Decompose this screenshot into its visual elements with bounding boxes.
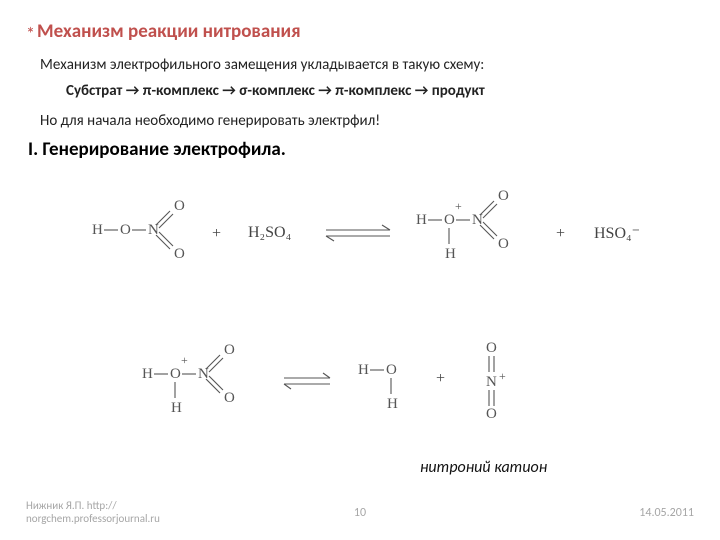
svg-text:N: N xyxy=(486,374,497,390)
hso4-minus-text: HSO₄⁻ xyxy=(594,223,640,243)
svg-text:O: O xyxy=(386,362,397,378)
paragraph-scheme: Субстрат → π-комплекс → σ-комплекс → π-к… xyxy=(66,82,485,100)
nitronium-label: нитроний катион xyxy=(420,458,547,477)
plus-sign-3: + xyxy=(436,370,445,388)
footer-page-number: 10 xyxy=(0,506,720,520)
heading-generation: I. Генерирование электрофила. xyxy=(28,138,286,161)
svg-text:O: O xyxy=(444,212,455,228)
svg-text:O: O xyxy=(120,222,131,238)
paragraph-scheme-intro: Механизм электрофильного замещения уклад… xyxy=(40,56,484,74)
svg-text:H: H xyxy=(445,246,456,262)
svg-text:O: O xyxy=(174,198,185,214)
plus-sign-1: + xyxy=(212,225,221,243)
svg-text:O: O xyxy=(498,236,509,252)
svg-text:H: H xyxy=(387,396,398,410)
svg-text:H: H xyxy=(416,212,427,228)
svg-text:O: O xyxy=(224,342,235,358)
plus-sign-2: + xyxy=(556,225,565,243)
paragraph-need-electrophile: Но для начала необходимо генерировать эл… xyxy=(40,112,380,130)
footer-date: 14.05.2011 xyxy=(639,506,694,520)
svg-text:H: H xyxy=(142,366,153,382)
molecule-hno3-left: H O N O O xyxy=(90,196,190,266)
svg-text:H: H xyxy=(358,362,369,378)
svg-text:O: O xyxy=(170,366,181,382)
molecule-nitronium: O N + O xyxy=(468,338,528,418)
svg-text:+: + xyxy=(181,353,188,367)
molecule-h2no3-plus-2: H O + N O O H xyxy=(140,340,260,430)
h2so4-text: H₂SO₄ xyxy=(248,224,291,242)
slide-title: * Механизм реакции нитрования xyxy=(26,20,301,45)
svg-text:O: O xyxy=(224,390,235,406)
svg-text:O: O xyxy=(486,340,497,356)
svg-text:+: + xyxy=(499,369,506,383)
molecule-h2o: H O H xyxy=(356,350,426,410)
svg-text:H: H xyxy=(171,400,182,416)
svg-text:O: O xyxy=(486,406,497,418)
equilibrium-arrow-1 xyxy=(320,222,398,244)
title-star-icon: * xyxy=(26,23,35,45)
svg-text:H: H xyxy=(92,222,103,238)
svg-text:+: + xyxy=(455,199,462,213)
title-text: Механизм реакции нитрования xyxy=(37,20,301,43)
svg-text:O: O xyxy=(174,246,185,262)
svg-text:O: O xyxy=(498,188,509,204)
equilibrium-arrow-2 xyxy=(278,370,338,392)
molecule-h2no3-plus: H O + N O O H xyxy=(414,186,534,276)
